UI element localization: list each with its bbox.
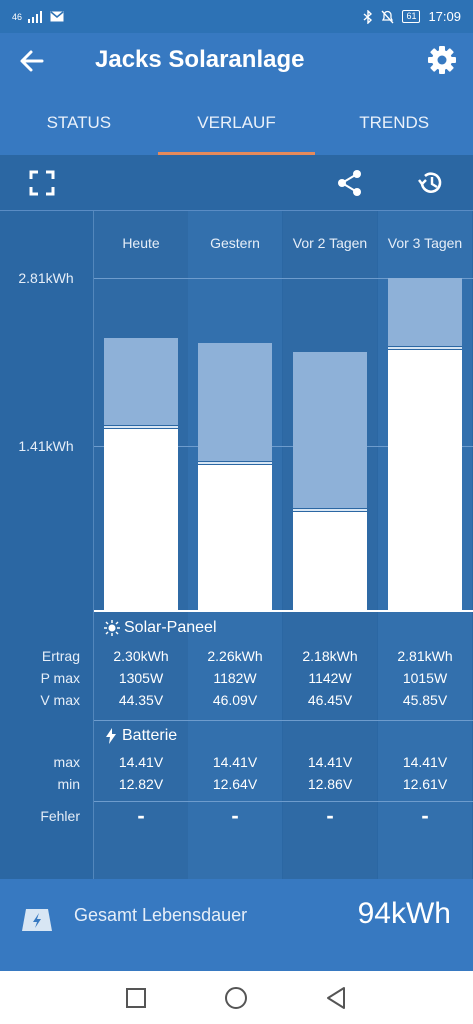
row-label: P max (40, 670, 80, 686)
y-tick-label: 2.81kWh (18, 270, 74, 286)
divider (93, 211, 94, 879)
bolt-icon (106, 728, 116, 744)
table-cell: 45.85V (402, 692, 448, 708)
bar-separator (388, 346, 462, 351)
home-icon[interactable] (223, 985, 249, 1011)
section-divider (94, 720, 473, 721)
gridline (94, 278, 473, 279)
signal-indicator: 46 (12, 11, 23, 22)
mute-bell-icon (381, 10, 394, 23)
bar-upper-segment (293, 352, 367, 508)
error-value: - (326, 803, 334, 828)
bluetooth-icon (363, 9, 373, 24)
solar-section-title: Solar-Paneel (104, 619, 217, 637)
tab-bar: STATUS VERLAUF TRENDS (0, 98, 473, 155)
row-label: max (53, 754, 80, 770)
bar-lower-segment (293, 511, 367, 610)
table-cell: 46.09V (212, 692, 258, 708)
mail-icon (50, 11, 64, 22)
sun-icon (104, 620, 120, 636)
day-label: Vor 2 Tagen (292, 235, 368, 251)
day-label: Vor 3 Tagen (387, 235, 463, 251)
bar-separator (198, 460, 272, 465)
history-icon[interactable] (417, 169, 445, 197)
y-tick-label: 1.41kWh (18, 438, 74, 454)
lifetime-value: 94kWh (357, 897, 451, 930)
bar-lower-segment (198, 464, 272, 610)
bar-separator (293, 507, 367, 512)
bar-lower-segment (104, 429, 178, 610)
table-cell: 12.64V (212, 776, 258, 792)
bar-lower-segment (388, 350, 462, 610)
table-cell: 14.41V (118, 754, 164, 770)
table-cell: 1015W (402, 670, 448, 686)
signal-icon (28, 10, 43, 23)
table-cell: 14.41V (402, 754, 448, 770)
bar-upper-segment (104, 338, 178, 426)
history-chart: Heute Gestern Vor 2 Tagen Vor 3 Tagen 2.… (0, 211, 473, 879)
table-cell: 1182W (213, 670, 257, 686)
status-bar: 46 61 17:09 (0, 0, 473, 33)
share-icon[interactable] (336, 169, 364, 197)
table-cell: 1142W (308, 670, 352, 686)
toolbar (0, 155, 473, 211)
app-bar: Jacks Solaranlage STATUS VERLAUF TRENDS (0, 33, 473, 155)
battery-title: Batterie (122, 727, 178, 744)
tab-trends[interactable]: TRENDS (359, 113, 430, 132)
table-cell: 12.61V (402, 776, 448, 792)
bar-upper-segment (198, 342, 272, 461)
page-title: Jacks Solaranlage (95, 46, 305, 73)
table-cell: 1305W (118, 670, 164, 686)
solar-title: Solar-Paneel (124, 619, 217, 636)
x-axis-baseline (94, 610, 473, 612)
table-cell: 14.41V (307, 754, 353, 770)
table-cell: 46.45V (307, 692, 353, 708)
error-value: - (421, 803, 429, 828)
section-divider (94, 801, 473, 802)
clock: 17:09 (428, 9, 461, 24)
table-cell: 2.30kWh (113, 648, 169, 664)
solar-panel-icon (22, 909, 52, 931)
table-cell: 14.41V (212, 754, 258, 770)
gridline (94, 446, 473, 447)
table-cell: 44.35V (118, 692, 164, 708)
recents-icon[interactable] (123, 985, 149, 1011)
table-cell: 12.86V (307, 776, 353, 792)
gear-icon[interactable] (425, 43, 459, 77)
fullscreen-icon[interactable] (28, 169, 56, 197)
row-label: min (57, 776, 80, 792)
bar-separator (104, 425, 178, 430)
row-label: Ertrag (41, 648, 80, 664)
system-nav-bar (0, 971, 473, 1024)
row-label: Fehler (40, 808, 80, 824)
error-value: - (137, 803, 145, 828)
row-label: V max (40, 692, 80, 708)
back-arrow-icon[interactable] (16, 45, 48, 77)
battery-indicator: 61 (402, 10, 421, 23)
table-cell: 2.81kWh (397, 648, 453, 664)
tab-verlauf[interactable]: VERLAUF (157, 98, 316, 155)
battery-section-title: Batterie (104, 727, 177, 745)
lifetime-label: Gesamt Lebensdauer (74, 905, 248, 925)
table-cell: 12.82V (118, 776, 164, 792)
lifetime-panel: Gesamt Lebensdauer 94kWh (0, 879, 473, 971)
table-cell: 2.26kWh (207, 648, 263, 664)
day-label: Gestern (210, 235, 260, 251)
error-value: - (231, 803, 239, 828)
day-label: Heute (122, 235, 160, 251)
table-cell: 2.18kWh (302, 648, 358, 664)
bar-upper-segment (388, 278, 462, 347)
tab-status[interactable]: STATUS (46, 113, 112, 132)
back-icon[interactable] (323, 985, 349, 1011)
